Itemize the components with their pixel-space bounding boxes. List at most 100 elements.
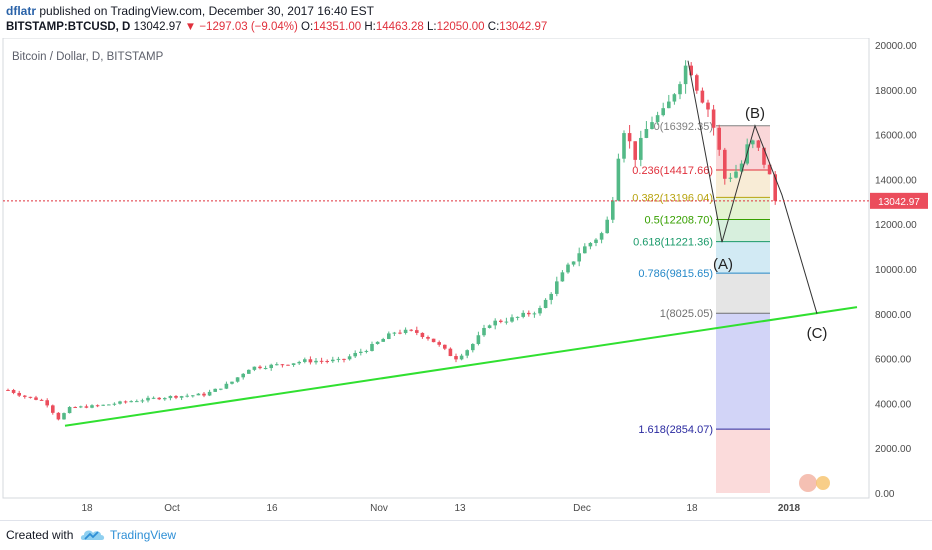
price-chart[interactable]: Bitcoin / Dollar, D, BITSTAMP20000.00180… xyxy=(0,38,932,520)
candle-body xyxy=(627,133,632,142)
candle-body xyxy=(6,389,10,391)
candle-body xyxy=(717,127,721,150)
candle-body xyxy=(398,332,402,334)
candle-body xyxy=(700,90,705,103)
candle-body xyxy=(219,388,223,390)
candle-body xyxy=(163,398,167,400)
wave-label: (C) xyxy=(807,325,828,342)
candle-body xyxy=(543,299,548,308)
fib-level-label: 0.5(12208.70) xyxy=(645,215,714,227)
y-tick-label: 20000.00 xyxy=(875,41,917,52)
candle-body xyxy=(678,84,682,95)
candle-body xyxy=(465,350,469,356)
candle-body xyxy=(431,338,436,343)
event-flag-icon xyxy=(816,476,830,490)
x-tick-label: 16 xyxy=(266,503,278,514)
y-tick-label: 14000.00 xyxy=(875,175,917,186)
x-tick-label: 18 xyxy=(686,503,698,514)
candle-body xyxy=(34,397,38,400)
candle-body xyxy=(706,102,710,110)
candle-body xyxy=(532,313,537,315)
low-label: L: xyxy=(427,21,437,33)
fib-level-label: 0(16392.35) xyxy=(654,121,713,133)
candle-body xyxy=(224,383,229,389)
tradingview-brand-link[interactable]: TradingView xyxy=(110,528,177,542)
last-price-tag xyxy=(870,192,928,209)
wave-label: (A) xyxy=(713,256,733,273)
candle-body xyxy=(157,397,161,400)
x-tick-label: 18 xyxy=(81,503,93,514)
candle-body xyxy=(583,246,587,254)
candle-body xyxy=(499,320,503,322)
y-tick-label: 2000.00 xyxy=(875,444,912,455)
candle-body xyxy=(325,361,329,363)
fib-zone xyxy=(716,313,770,430)
candle-body xyxy=(241,373,245,378)
candle-body xyxy=(353,352,357,357)
candle-body xyxy=(174,395,178,398)
open-label: O: xyxy=(301,21,314,33)
candle-body xyxy=(336,358,341,360)
candle-body xyxy=(482,327,486,336)
x-tick-label: Nov xyxy=(370,503,388,514)
candle-body xyxy=(101,404,105,406)
candle-body xyxy=(504,321,509,323)
candle-body xyxy=(655,115,660,123)
candle-body xyxy=(459,355,464,360)
author-link[interactable]: dflatr xyxy=(6,4,36,18)
candle-body xyxy=(633,141,637,160)
candle-body xyxy=(146,397,150,401)
candle-body xyxy=(756,140,761,148)
high-value: 14463.28 xyxy=(375,21,424,33)
candle-body xyxy=(493,320,497,326)
candle-body xyxy=(672,94,677,102)
price-change: −1297.03 (−9.04%) xyxy=(199,21,298,33)
candle-body xyxy=(28,396,33,398)
candle-body xyxy=(734,171,738,178)
candle-body xyxy=(129,401,133,403)
candle-body xyxy=(599,233,604,240)
last-price-tag-label: 13042.97 xyxy=(878,197,920,208)
fib-zone xyxy=(716,429,770,493)
wave-path xyxy=(687,60,818,314)
candle-body xyxy=(588,242,593,247)
candle-body xyxy=(314,360,318,363)
candle-body xyxy=(364,350,369,352)
candle-body xyxy=(375,341,380,344)
candle-body xyxy=(381,338,385,342)
candle-body xyxy=(73,407,77,409)
candle-body xyxy=(51,405,55,413)
y-tick-label: 8000.00 xyxy=(875,310,912,321)
y-tick-label: 4000.00 xyxy=(875,399,912,410)
candle-body xyxy=(661,108,665,116)
candle-body xyxy=(308,359,313,363)
chart-header: dflatr published on TradingView.com, Dec… xyxy=(0,0,932,38)
candle-body xyxy=(291,363,296,366)
y-tick-label: 18000.00 xyxy=(875,86,917,97)
candle-body xyxy=(773,174,777,201)
fib-level-label: 0.236(14417.66) xyxy=(632,165,713,177)
candle-body xyxy=(347,356,352,360)
created-with-label: Created with xyxy=(6,528,74,542)
candle-body xyxy=(62,413,66,420)
fib-level-label: 0.382(13196.04) xyxy=(632,192,713,204)
candle-body xyxy=(67,407,72,414)
candle-body xyxy=(56,412,61,420)
tradingview-cloud-icon[interactable] xyxy=(80,527,106,543)
fib-zone xyxy=(716,219,770,242)
candle-body xyxy=(437,342,441,345)
x-tick-label: Oct xyxy=(164,503,180,514)
fib-level-label: 1(8025.05) xyxy=(660,308,713,320)
candle-body xyxy=(426,337,430,339)
candle-body xyxy=(247,369,251,374)
candle-body xyxy=(767,164,772,175)
candle-body xyxy=(207,391,212,396)
candle-body xyxy=(280,364,285,366)
x-tick-label: 13 xyxy=(454,503,466,514)
candle-body xyxy=(140,400,145,402)
y-tick-label: 0.00 xyxy=(875,489,895,500)
candle-body xyxy=(297,361,301,364)
candle-body xyxy=(571,261,576,265)
fib-level-label: 1.618(2854.07) xyxy=(638,424,713,436)
candle-body xyxy=(179,396,184,398)
